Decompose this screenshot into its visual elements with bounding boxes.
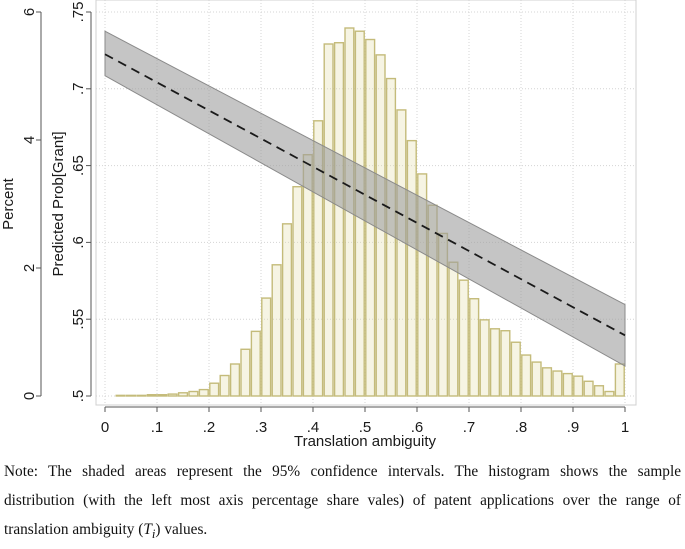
histogram-bar bbox=[604, 390, 615, 397]
left-y-tick-label: 2 bbox=[21, 264, 38, 272]
histogram-bar bbox=[219, 374, 230, 397]
tick-labels: 0 .1 .2 .3 .4 .5 .6 .7 .8 .9 1 0 2 4 6 .5 .55 .6 .65 .7 .75 bbox=[21, 2, 629, 436]
histogram-bar bbox=[177, 392, 189, 397]
histogram-bar bbox=[562, 372, 573, 397]
histogram-bar bbox=[198, 388, 209, 397]
figure-note: Note: The shaded areas represent the 95%… bbox=[4, 457, 681, 549]
histogram-bar bbox=[406, 139, 417, 397]
histogram-bar bbox=[229, 363, 241, 397]
right-y-tick-label: .5 bbox=[70, 390, 87, 403]
histogram-bar bbox=[469, 298, 480, 397]
histogram-bar bbox=[479, 319, 490, 397]
x-tick-label: .4 bbox=[307, 419, 320, 436]
x-tick-label: .7 bbox=[463, 419, 476, 436]
note-line-1: Note: The shaded areas represent the 95%… bbox=[4, 463, 681, 480]
confidence-interval-band bbox=[104, 30, 626, 367]
x-tick-label: .3 bbox=[255, 419, 268, 436]
histogram-bar bbox=[489, 328, 501, 397]
histogram-bar bbox=[541, 367, 553, 397]
note-line-3-start: translation ambiguity ( bbox=[4, 521, 144, 538]
histogram-bar bbox=[261, 297, 272, 397]
note-line-3: translation ambiguity (Ti) values. bbox=[4, 515, 681, 549]
note-line-3-end: ) values. bbox=[155, 521, 208, 538]
left-y-tick-label: 6 bbox=[21, 8, 38, 16]
histogram-bar bbox=[323, 43, 334, 397]
histogram-bar bbox=[125, 394, 137, 397]
left-y-axis-title: Percent bbox=[0, 177, 17, 230]
note-math-symbol: T bbox=[143, 521, 152, 538]
right-y-tick-label: .55 bbox=[70, 309, 87, 330]
histogram-bar bbox=[583, 380, 594, 397]
histogram-bar bbox=[573, 375, 584, 397]
histogram-bar bbox=[157, 394, 168, 397]
histogram-bar bbox=[136, 394, 147, 397]
x-tick-label: .6 bbox=[411, 419, 424, 436]
histogram-bar bbox=[250, 330, 261, 397]
x-axis-title: Translation ambiguity bbox=[294, 433, 437, 450]
histogram-bar bbox=[552, 370, 563, 397]
histogram-bar bbox=[510, 341, 521, 397]
histogram-bar bbox=[313, 120, 324, 397]
histogram-bar bbox=[292, 186, 303, 397]
histogram-bar bbox=[271, 264, 282, 397]
right-y-tick-label: .65 bbox=[70, 155, 87, 176]
x-tick-label: .1 bbox=[151, 419, 164, 436]
note-line-2: distribution (with the left most axis pe… bbox=[4, 492, 681, 509]
histogram-bar bbox=[614, 363, 625, 397]
histogram-bar bbox=[115, 394, 126, 397]
histogram-bar bbox=[500, 330, 511, 397]
histogram-bar bbox=[167, 393, 178, 397]
right-y-axis-title: Predicted Prob[Grant] bbox=[50, 131, 67, 276]
x-tick-label: .9 bbox=[567, 419, 580, 436]
right-y-tick-label: .75 bbox=[70, 2, 87, 23]
x-tick-label: .2 bbox=[203, 419, 216, 436]
histogram-bar bbox=[240, 348, 251, 397]
note-math-subscript: i bbox=[151, 527, 156, 542]
x-tick-label: .5 bbox=[359, 419, 372, 436]
histogram-bar bbox=[333, 42, 345, 397]
x-tick-label: 0 bbox=[101, 419, 109, 436]
right-y-tick-label: .6 bbox=[70, 236, 87, 249]
histogram-bar bbox=[281, 223, 293, 397]
histogram-bar bbox=[396, 109, 407, 397]
histogram-bar bbox=[209, 382, 220, 397]
histogram-bar bbox=[593, 385, 605, 397]
x-tick-label: .8 bbox=[515, 419, 528, 436]
histogram-bar bbox=[448, 261, 459, 397]
histogram-bar bbox=[146, 394, 157, 397]
histogram-bar bbox=[417, 173, 428, 397]
histogram-bar bbox=[188, 390, 199, 397]
histogram-bar bbox=[521, 354, 532, 397]
chart: 0.1.2.3.4.5.6.7.8.9 10246.5.55.6.65.7.75 … bbox=[0, 0, 637, 450]
x-tick-label: 1 bbox=[621, 419, 629, 436]
prediction-line bbox=[104, 53, 626, 337]
histogram-bar bbox=[458, 279, 469, 397]
histogram-bar bbox=[531, 361, 542, 397]
left-y-tick-label: 4 bbox=[21, 136, 38, 144]
left-y-tick-label: 0 bbox=[21, 392, 38, 400]
right-y-tick-label: .7 bbox=[70, 83, 87, 96]
